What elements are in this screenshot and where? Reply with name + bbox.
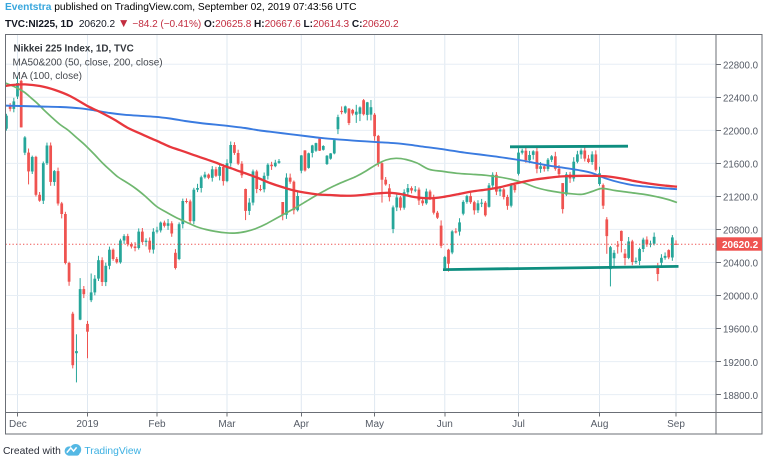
svg-text:22400.0: 22400.0 xyxy=(723,94,759,105)
svg-text:May: May xyxy=(365,419,384,430)
svg-text:22800.0: 22800.0 xyxy=(723,61,759,72)
svg-text:Mar: Mar xyxy=(218,419,236,430)
svg-text:20400.0: 20400.0 xyxy=(723,259,759,270)
svg-text:2019: 2019 xyxy=(76,419,99,430)
svg-text:21600.0: 21600.0 xyxy=(723,160,759,171)
svg-text:21200.0: 21200.0 xyxy=(723,193,759,204)
svg-text:20620.2: 20620.2 xyxy=(722,240,759,251)
svg-text:Aug: Aug xyxy=(591,419,609,430)
svg-text:20800.0: 20800.0 xyxy=(723,226,759,237)
svg-text:Jun: Jun xyxy=(437,419,453,430)
svg-text:Nikkei 225 Index, 1D, TVC: Nikkei 225 Index, 1D, TVC xyxy=(14,44,134,55)
svg-text:19600.0: 19600.0 xyxy=(723,325,759,336)
svg-text:Feb: Feb xyxy=(148,419,166,430)
svg-text:Apr: Apr xyxy=(294,419,310,430)
svg-text:20000.0: 20000.0 xyxy=(723,292,759,303)
svg-text:Jul: Jul xyxy=(512,419,525,430)
svg-text:22000.0: 22000.0 xyxy=(723,127,759,138)
svg-text:19200.0: 19200.0 xyxy=(723,358,759,369)
svg-text:MA50&200 (50, close, 200, clos: MA50&200 (50, close, 200, close) xyxy=(13,58,163,69)
svg-text:18800.0: 18800.0 xyxy=(723,391,759,402)
svg-text:Dec: Dec xyxy=(9,419,27,430)
svg-text:Sep: Sep xyxy=(667,419,685,430)
svg-text:MA (100, close): MA (100, close) xyxy=(13,71,82,82)
